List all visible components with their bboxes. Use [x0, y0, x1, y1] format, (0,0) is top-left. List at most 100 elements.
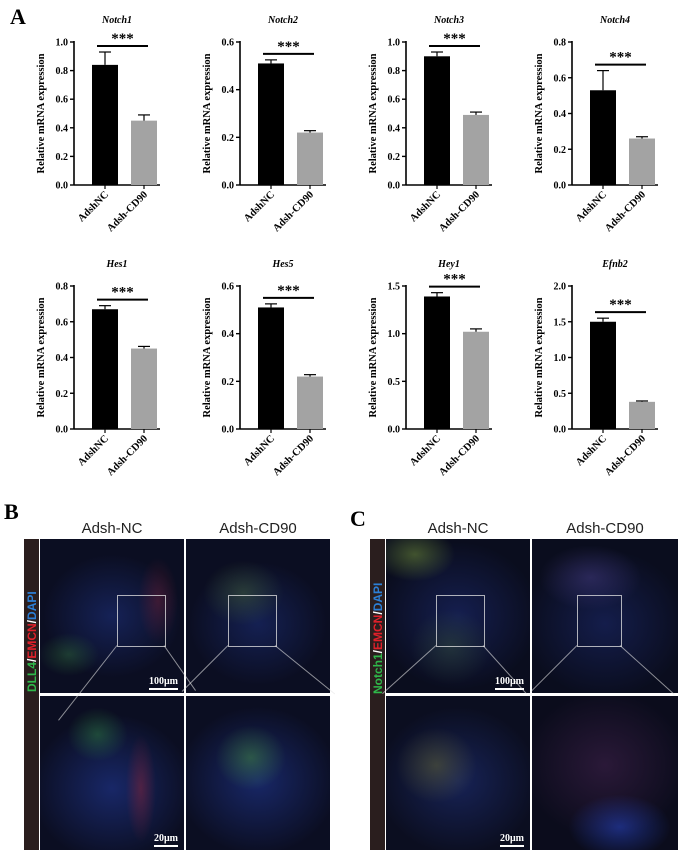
chart-efnb2-bar-1 [590, 321, 616, 429]
panel-a-letter: A [10, 4, 26, 29]
chart-efnb2-xtick-label-2: Adsh-CD90 [603, 433, 648, 478]
chart-notch3-ytick-label: 0.0 [388, 181, 401, 192]
chart-notch1-xtick-label-2: Adsh-CD90 [105, 189, 150, 234]
chart-efnb2-sig-stars: *** [609, 297, 632, 313]
chart-notch1-ytick-label: 0.2 [56, 152, 69, 163]
chart-hes5-xtick-label-1: AdshNC [242, 433, 277, 468]
chart-efnb2-title: Efnb2 [601, 259, 628, 270]
stain-emcn: EMCN [25, 623, 39, 659]
chart-notch3-sig-stars: *** [443, 31, 466, 47]
chart-hes1-ylabel: Relative mRNA expression [36, 297, 47, 417]
chart-notch3-xtick-label-1: AdshNC [408, 189, 443, 224]
chart-notch4-ytick-label: 0.8 [554, 38, 567, 49]
chart-hes1-bar-1 [92, 309, 118, 429]
chart-notch1-title: Notch1 [101, 15, 132, 26]
chart-notch1-bar-2 [131, 120, 157, 185]
chart-notch3-ytick-label: 0.8 [388, 66, 401, 77]
chart-hes5-ylabel: Relative mRNA expression [202, 297, 213, 417]
chart-notch4-ytick-label: 0.4 [554, 109, 567, 120]
panel-c-stain-label: Notch1/EMCN/DAPI [371, 583, 385, 694]
chart-hes1-title: Hes1 [105, 259, 127, 270]
chart-hey1-ylabel: Relative mRNA expression [368, 297, 379, 417]
chart-hey1-sig-stars: *** [443, 272, 466, 288]
chart-notch2-sig-stars: *** [277, 39, 300, 55]
panel-c-letter: C [350, 506, 366, 531]
chart-notch3-bar-2 [463, 114, 489, 185]
panel-c-cd90-zoom [532, 696, 678, 850]
chart-notch3-ytick-label: 0.2 [388, 152, 401, 163]
chart-hes5-xtick-label-2: Adsh-CD90 [271, 433, 316, 478]
chart-notch4-ylabel: Relative mRNA expression [534, 53, 545, 173]
chart-hes5-ytick-label: 0.0 [222, 425, 235, 436]
chart-notch2-xtick-label-2: Adsh-CD90 [271, 189, 316, 234]
chart-efnb2-bar-2 [629, 401, 655, 429]
chart-notch2-title: Notch2 [267, 15, 298, 26]
panel-c-nc-scale-bottom: 20μm [500, 833, 524, 847]
chart-notch2-bar-1 [258, 63, 284, 186]
chart-notch4-ytick-label: 0.6 [554, 73, 567, 84]
chart-efnb2-ytick-label: 0.0 [554, 425, 567, 436]
panel-b-cd90-zoom [186, 696, 330, 850]
stain-notch1: Notch1 [371, 653, 385, 694]
chart-notch1-sig-stars: *** [111, 31, 134, 47]
panel-c-nc-scale-top: 100μm [495, 676, 524, 690]
chart-notch1-ytick-label: 1.0 [56, 38, 69, 49]
chart-notch4-ytick-label: 0.0 [554, 181, 567, 192]
panel-c-header-nc: Adsh-NC [427, 520, 489, 537]
panel-b-nc-overview: 100μm [40, 539, 184, 693]
chart-hey1-xtick-label-1: AdshNC [408, 433, 443, 468]
chart-notch1-ytick-label: 0.8 [56, 66, 69, 77]
chart-notch3-xtick-label-2: Adsh-CD90 [437, 189, 482, 234]
chart-notch2-bar-2 [297, 132, 323, 185]
chart-notch4-ytick-label: 0.2 [554, 145, 567, 156]
chart-hey1-xtick-label-2: Adsh-CD90 [437, 433, 482, 478]
chart-hes1-bar-2 [131, 348, 157, 429]
chart-hes1-ytick-label: 0.0 [56, 425, 69, 436]
chart-notch1-ytick-label: 0.0 [56, 181, 69, 192]
chart-hey1-ytick-label: 1.5 [388, 282, 401, 293]
chart-hey1-ytick-label: 0.5 [388, 377, 401, 388]
chart-hes5-sig-stars: *** [277, 283, 300, 299]
panel-b-cd90-roi [228, 595, 277, 647]
chart-notch2-ytick-label: 0.4 [222, 85, 235, 96]
panel-b-nc-roi [117, 595, 166, 647]
panel-c-label-strip [370, 539, 385, 850]
stain-sep-2: / [371, 611, 385, 615]
chart-notch2-ytick-label: 0.0 [222, 181, 235, 192]
chart-notch4-xtick-label-1: AdshNC [574, 189, 609, 224]
panel-a-charts: Notch1 Relative mRNA expression 0.0 0.2 0.4 0… [36, 15, 658, 478]
chart-notch3-ytick-label: 0.6 [388, 95, 401, 106]
chart-hes5-ytick-label: 0.4 [222, 329, 235, 340]
panel-c-header-cd90: Adsh-CD90 [566, 520, 644, 537]
chart-efnb2-ylabel: Relative mRNA expression [534, 297, 545, 417]
stain-sep-2: / [25, 619, 39, 624]
chart-hes1-ytick-label: 0.8 [56, 282, 69, 293]
panel-b-header-nc: Adsh-NC [81, 520, 143, 537]
chart-notch4-sig-stars: *** [609, 50, 632, 66]
stain-dll4: DLL4 [25, 662, 39, 692]
chart-hey1-bar-2 [463, 331, 489, 429]
chart-notch3-ytick-label: 1.0 [388, 38, 401, 49]
panel-c-nc-roi [436, 595, 485, 647]
panel-c-nc-zoom: 20μm [386, 696, 530, 850]
chart-hes5-ytick-label: 0.6 [222, 282, 235, 293]
chart-hes1-ytick-label: 0.2 [56, 389, 69, 400]
chart-efnb2-ytick-label: 0.5 [554, 389, 567, 400]
chart-notch1-xtick-label-1: AdshNC [76, 189, 111, 224]
stain-sep-1: / [371, 649, 385, 654]
chart-hes1-xtick-label-2: Adsh-CD90 [105, 433, 150, 478]
chart-notch1-ytick-label: 0.6 [56, 95, 69, 106]
chart-notch2-ytick-label: 0.2 [222, 133, 235, 144]
panel-b-letter: B [4, 499, 19, 524]
panel-b-stain-label: DLL4/EMCN/DAPI [25, 591, 39, 692]
chart-hes5-bar-2 [297, 376, 323, 429]
chart-hes1-sig-stars: *** [111, 285, 134, 301]
chart-efnb2-ytick-label: 1.0 [554, 353, 567, 364]
chart-notch1-ylabel: Relative mRNA expression [36, 53, 47, 173]
chart-notch2-ytick-label: 0.6 [222, 38, 235, 49]
chart-notch3-bar-1 [424, 56, 450, 185]
stain-sep-1: / [25, 658, 39, 662]
chart-hey1-title: Hey1 [437, 259, 460, 270]
chart-hes5-title: Hes5 [271, 259, 293, 270]
panel-c-cd90-roi [577, 595, 622, 647]
